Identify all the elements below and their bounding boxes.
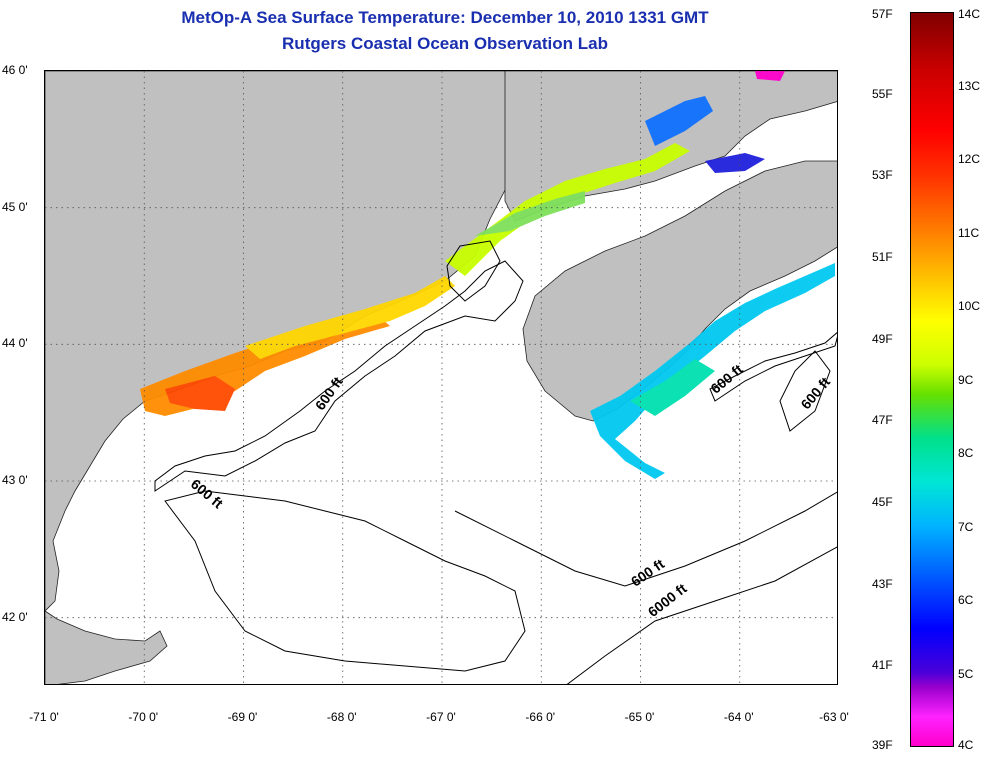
contour-label: 600 ft (797, 374, 833, 413)
map-title: MetOp-A Sea Surface Temperature: Decembe… (181, 8, 709, 27)
colorbar-f-label: 43F (872, 576, 893, 591)
colorbar-f-label: 41F (872, 658, 893, 673)
colorbar-c-label: 5C (958, 666, 974, 681)
sst-swaths (140, 71, 835, 479)
sst-yellow-mid (245, 276, 455, 359)
land-nova-scotia (522, 160, 837, 422)
colorbar-c-label: 10C (958, 299, 981, 313)
sst-green-ns (475, 191, 585, 236)
sst-ns-teal (630, 359, 715, 416)
colorbar-f-label: 47F (872, 413, 893, 428)
colorbar-c-label: 4C (958, 738, 974, 752)
bathymetry-contours (154, 240, 837, 684)
colorbar-c-label: 7C (958, 519, 974, 534)
lat-tick-label: 42 0' (2, 609, 28, 624)
lon-tick-label: -69 0' (227, 710, 258, 724)
colorbar-f-label: 39F (872, 738, 893, 752)
sst-fundy-violet (705, 153, 765, 173)
lat-tick-label: 46 0' (2, 63, 28, 77)
sst-fundy-blue (645, 96, 713, 146)
contour-600-georges (164, 490, 526, 672)
colorbar-c-label: 6C (958, 593, 974, 607)
lat-tick-label: 45 0' (2, 199, 28, 214)
lon-tick-label: -71 0' (29, 710, 59, 724)
lon-tick-label: -63 0' (819, 710, 849, 724)
colorbar-f-label: 57F (872, 7, 893, 21)
colorbar-c-label: 9C (958, 372, 974, 387)
colorbar-c-label: 12C (958, 152, 981, 166)
temperature-colorbar (910, 12, 954, 747)
lon-tick-label: -65 0' (624, 710, 655, 724)
colorbar-f-label: 51F (872, 250, 893, 264)
map-subtitle: Rutgers Coastal Ocean Observation Lab (282, 34, 608, 53)
graticule (45, 71, 837, 684)
lat-tick-label: 43 0' (2, 473, 28, 487)
lon-tick-label: -66 0' (525, 710, 556, 724)
sst-map: 600 ft 600 ft 600 ft 600 ft 600 ft 6000 ft (44, 70, 838, 685)
sst-ns-cyan (590, 263, 835, 479)
lon-tick-label: -68 0' (326, 710, 357, 724)
contour-600-scotian (709, 332, 837, 402)
colorbar-c-label: 11C (958, 225, 980, 240)
lon-tick-label: -67 0' (426, 710, 456, 724)
colorbar-f-label: 55F (872, 86, 893, 101)
lon-tick-label: -70 0' (128, 710, 159, 724)
contour-600-gulf (154, 260, 524, 492)
contour-label: 600 ft (707, 361, 746, 397)
lat-tick-label: 44 0' (2, 336, 28, 351)
contour-6000-slope (566, 546, 837, 684)
sst-yellow-green (445, 143, 690, 276)
contour-inner-loop (446, 240, 501, 302)
sst-top-magenta (755, 71, 785, 81)
land-cape-cod (45, 610, 168, 684)
lon-tick-label: -64 0' (723, 710, 754, 724)
colorbar-c-label: 13C (958, 78, 981, 93)
colorbar-f-label: 49F (872, 331, 893, 346)
contour-600-shelf (454, 491, 837, 587)
colorbar-f-label: 53F (872, 168, 893, 183)
contour-label: 600 ft (312, 374, 346, 413)
colorbar-c-label: 14C (958, 7, 981, 21)
sst-warm-core (165, 376, 235, 411)
colorbar-f-label: 45F (872, 495, 893, 509)
contour-label: 6000 ft (645, 580, 690, 620)
colorbar-c-label: 8C (958, 446, 974, 460)
contour-label: 600 ft (628, 555, 667, 589)
contour-600-east (779, 350, 831, 432)
